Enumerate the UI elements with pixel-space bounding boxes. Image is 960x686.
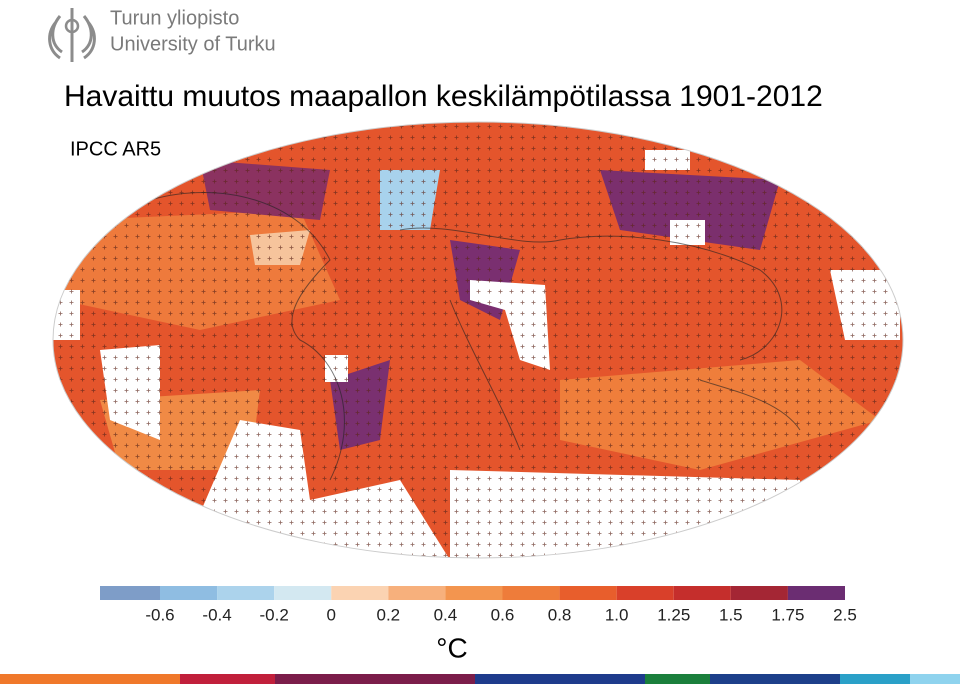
colorbar-swatch: [616, 586, 674, 600]
colorbar: -0.6 -0.4 -0.2 0 0.2 0.4 0.6 0.8 1.0 1.25 1.5 1.75 2…: [100, 586, 857, 624]
colorbar-label: -0.2: [260, 605, 289, 624]
colorbar-swatch: [160, 586, 218, 600]
colorbar-swatch: [274, 586, 332, 600]
colorbar-swatch: [559, 586, 617, 600]
colorbar-swatch: [217, 586, 275, 600]
colorbar-label: 2.5: [833, 605, 857, 624]
colorbar-label: 1.5: [719, 605, 743, 624]
source: IPCC AR5: [70, 138, 161, 160]
logo-text: University of Turku: [110, 33, 276, 55]
colorbar-label: -0.6: [145, 605, 174, 624]
colorbar-label: 0.4: [434, 605, 458, 624]
colorbar-label: -0.4: [202, 605, 231, 624]
temperature-map: [53, 122, 903, 558]
logo-text: Turun yliopisto: [110, 7, 239, 29]
colorbar-swatch: [673, 586, 731, 600]
colorbar-swatch: [730, 586, 788, 600]
colorbar-label: 1.25: [657, 605, 690, 624]
colorbar-swatch: [331, 586, 389, 600]
colorbar-label: 1.0: [605, 605, 629, 624]
title: Havaittu muutos maapallon keskilämpötila…: [64, 80, 823, 113]
map-outline: [52, 121, 904, 559]
footer-stripe: [0, 674, 960, 684]
colorbar-swatch: [100, 586, 160, 600]
colorbar-label: 0.2: [377, 605, 401, 624]
colorbar-label: 0.6: [491, 605, 515, 624]
colorbar-swatch: [502, 586, 560, 600]
colorbar-label: 0.8: [548, 605, 572, 624]
colorbar-swatch: [445, 586, 503, 600]
colorbar-swatch: [787, 586, 845, 600]
colorbar-swatch: [388, 586, 446, 600]
unit: °C: [436, 632, 467, 663]
colorbar-label: 1.75: [771, 605, 804, 624]
colorbar-label: 0: [327, 605, 336, 624]
logo: Turun yliopisto University of Turku: [48, 7, 276, 62]
